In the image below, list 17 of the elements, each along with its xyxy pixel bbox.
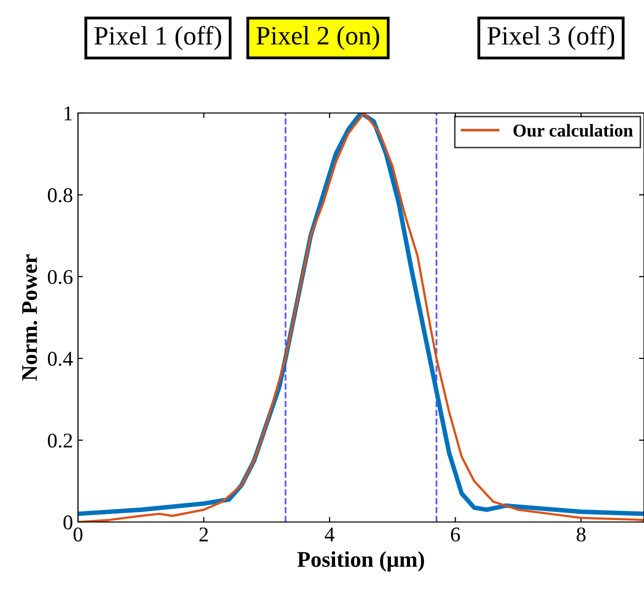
- x-tick-label: 4: [324, 528, 334, 542]
- text: Pixel 1 (off): [94, 26, 222, 50]
- y-tick-label: 1: [64, 106, 72, 120]
- legend-label: Our calculation: [514, 124, 633, 137]
- x-axis-title: Position (μm): [297, 551, 424, 572]
- y-tick-label: 0.4: [48, 352, 73, 366]
- x-tick-label: 8: [576, 527, 586, 542]
- y-tick-label: 0: [64, 515, 72, 530]
- text: Pixel 3 (off): [488, 26, 614, 50]
- y-axis-title: Norm. Power: [22, 254, 38, 381]
- x-tick-label: 0: [74, 527, 82, 542]
- y-tick-label: 0.2: [48, 434, 72, 448]
- x-tick-label: 6: [451, 528, 460, 542]
- x-tick-label: 2: [199, 528, 208, 542]
- y-tick-label: 0.8: [48, 188, 72, 202]
- text: Pixel 2 (on): [256, 26, 380, 50]
- y-tick-label: 0.6: [48, 270, 73, 284]
